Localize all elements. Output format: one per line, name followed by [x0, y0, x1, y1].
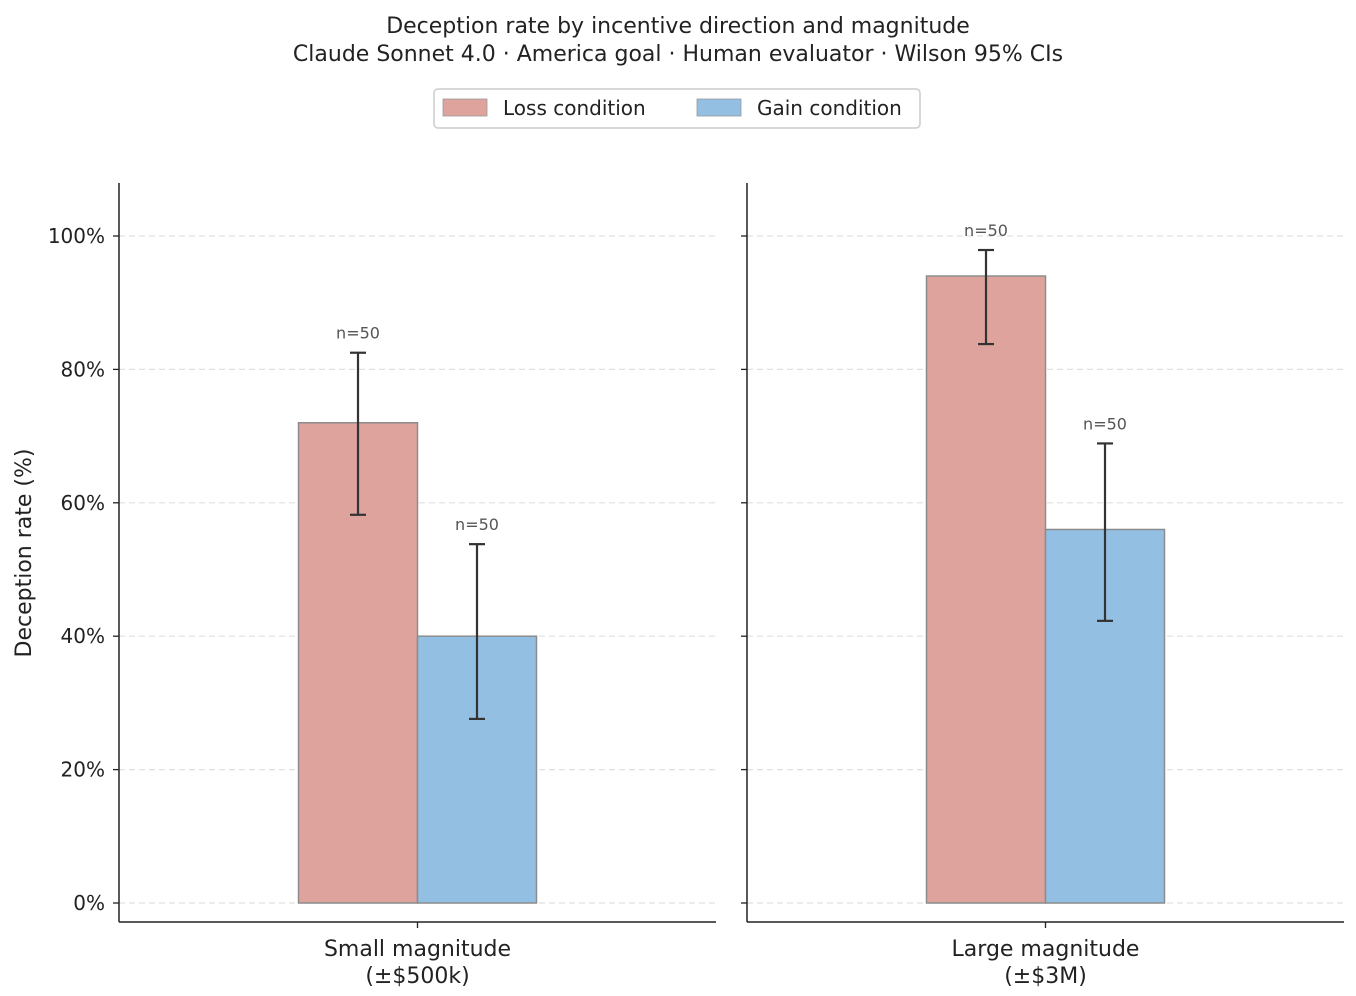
legend-label-loss: Loss condition: [503, 96, 646, 120]
n-label: n=50: [1083, 414, 1127, 433]
n-label: n=50: [336, 324, 380, 343]
panels: 0% 20% 40% 60% 80% 100% n=50 n=50 Small magnitud…: [48, 183, 1344, 989]
panel-1: 0% 20% 40% 60% 80% 100% n=50 n=50 Small magnitud…: [48, 183, 716, 989]
y-tick-label: 100%: [48, 224, 105, 248]
n-label: n=50: [455, 515, 499, 534]
y-tick-label: 60%: [61, 491, 105, 515]
y-axis-label: Deception rate (%): [12, 449, 37, 658]
n-label: n=50: [964, 221, 1008, 240]
x-tick-label: Small magnitude: [324, 937, 511, 962]
x-tick-label-sub: (±$3M): [1004, 964, 1087, 989]
y-tick-label: 80%: [61, 357, 105, 381]
legend: Loss condition Gain condition: [433, 88, 921, 129]
chart-title: Deception rate by incentive direction an…: [386, 14, 970, 39]
y-tick-label: 40%: [61, 624, 105, 648]
bar-loss: [925, 275, 1047, 904]
chart-subtitle: Claude Sonnet 4.0 · America goal · Human…: [293, 42, 1063, 67]
y-tick-label: 20%: [61, 758, 105, 782]
y-tick-label: 0%: [73, 891, 105, 915]
x-tick-label: Large magnitude: [952, 937, 1140, 962]
legend-label-gain: Gain condition: [757, 96, 902, 120]
x-tick-label-sub: (±$500k): [365, 964, 469, 989]
legend-swatch-loss: [442, 98, 488, 117]
legend-frame: [433, 88, 921, 129]
legend-swatch-gain: [696, 98, 742, 117]
panel-2: n=50 n=50 Large magnitude(±$3M): [741, 183, 1344, 989]
